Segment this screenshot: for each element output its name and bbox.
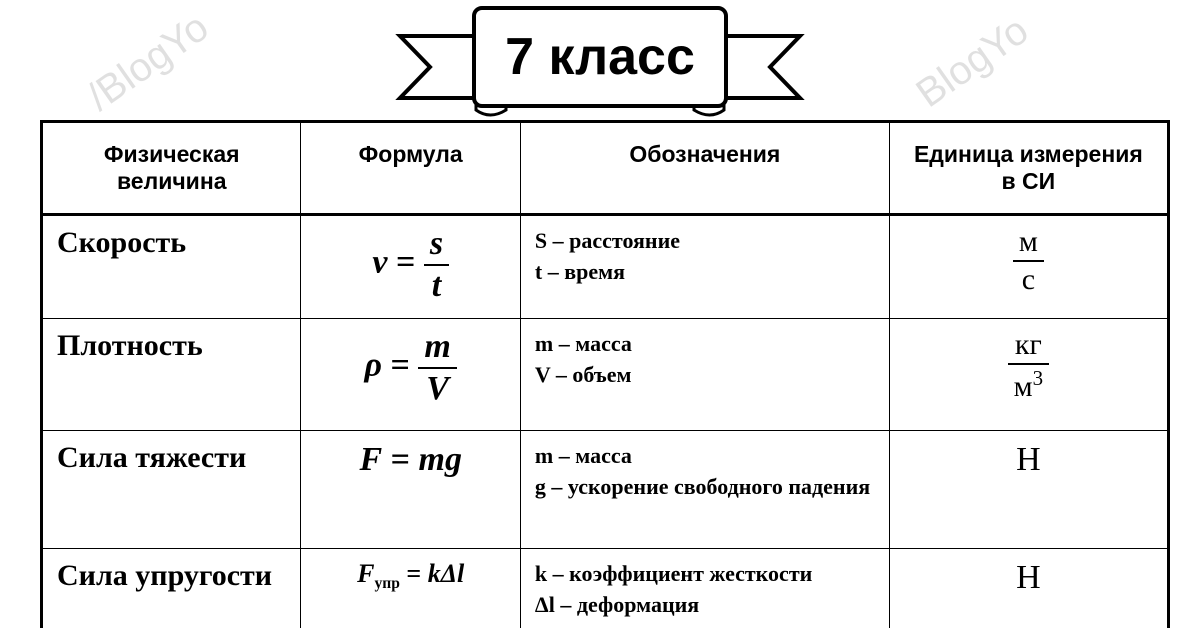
cell-notation: m – массаV – объем (520, 319, 889, 431)
table-header-row: Физическая величина Формула Обозначения … (42, 122, 1169, 215)
col-header-quantity: Физическая величина (42, 122, 301, 215)
watermark: BlogYo (908, 8, 1036, 117)
cell-notation: k – коэффициент жесткостиΔl – деформация (520, 549, 889, 628)
cell-unit: кг м3 (889, 319, 1168, 431)
col-header-notation: Обозначения (520, 122, 889, 215)
cell-formula: F = mg (301, 431, 520, 549)
col-header-unit: Единица измерения в СИ (889, 122, 1168, 215)
cell-quantity: Сила тяжести (42, 431, 301, 549)
cell-quantity: Скорость (42, 215, 301, 319)
cell-quantity: Сила упругости (42, 549, 301, 628)
cell-formula: ρ = m V (301, 319, 520, 431)
cell-notation: S – расстояниеt – время (520, 215, 889, 319)
table-row: Сила упругости Fупр = kΔl k – коэффициен… (42, 549, 1169, 628)
watermark: /BlogYo (79, 5, 217, 120)
cell-formula: Fупр = kΔl (301, 549, 520, 628)
title-banner: 7 класс (380, 6, 820, 116)
cell-quantity: Плотность (42, 319, 301, 431)
table-row: Плотность ρ = m V m – массаV – объем кг … (42, 319, 1169, 431)
cell-unit: м с (889, 215, 1168, 319)
cell-formula: v = s t (301, 215, 520, 319)
physics-formula-table: Физическая величина Формула Обозначения … (40, 120, 1170, 628)
col-header-formula: Формула (301, 122, 520, 215)
watermark: t (0, 381, 3, 424)
cell-unit: Н (889, 431, 1168, 549)
cell-unit: Н (889, 549, 1168, 628)
cell-notation: m – массаg – ускорение свободного падени… (520, 431, 889, 549)
table-row: Скорость v = s t S – расстояниеt – время… (42, 215, 1169, 319)
table-row: Сила тяжестиF = mgm – массаg – ускорение… (42, 431, 1169, 549)
page-title: 7 класс (505, 27, 695, 87)
